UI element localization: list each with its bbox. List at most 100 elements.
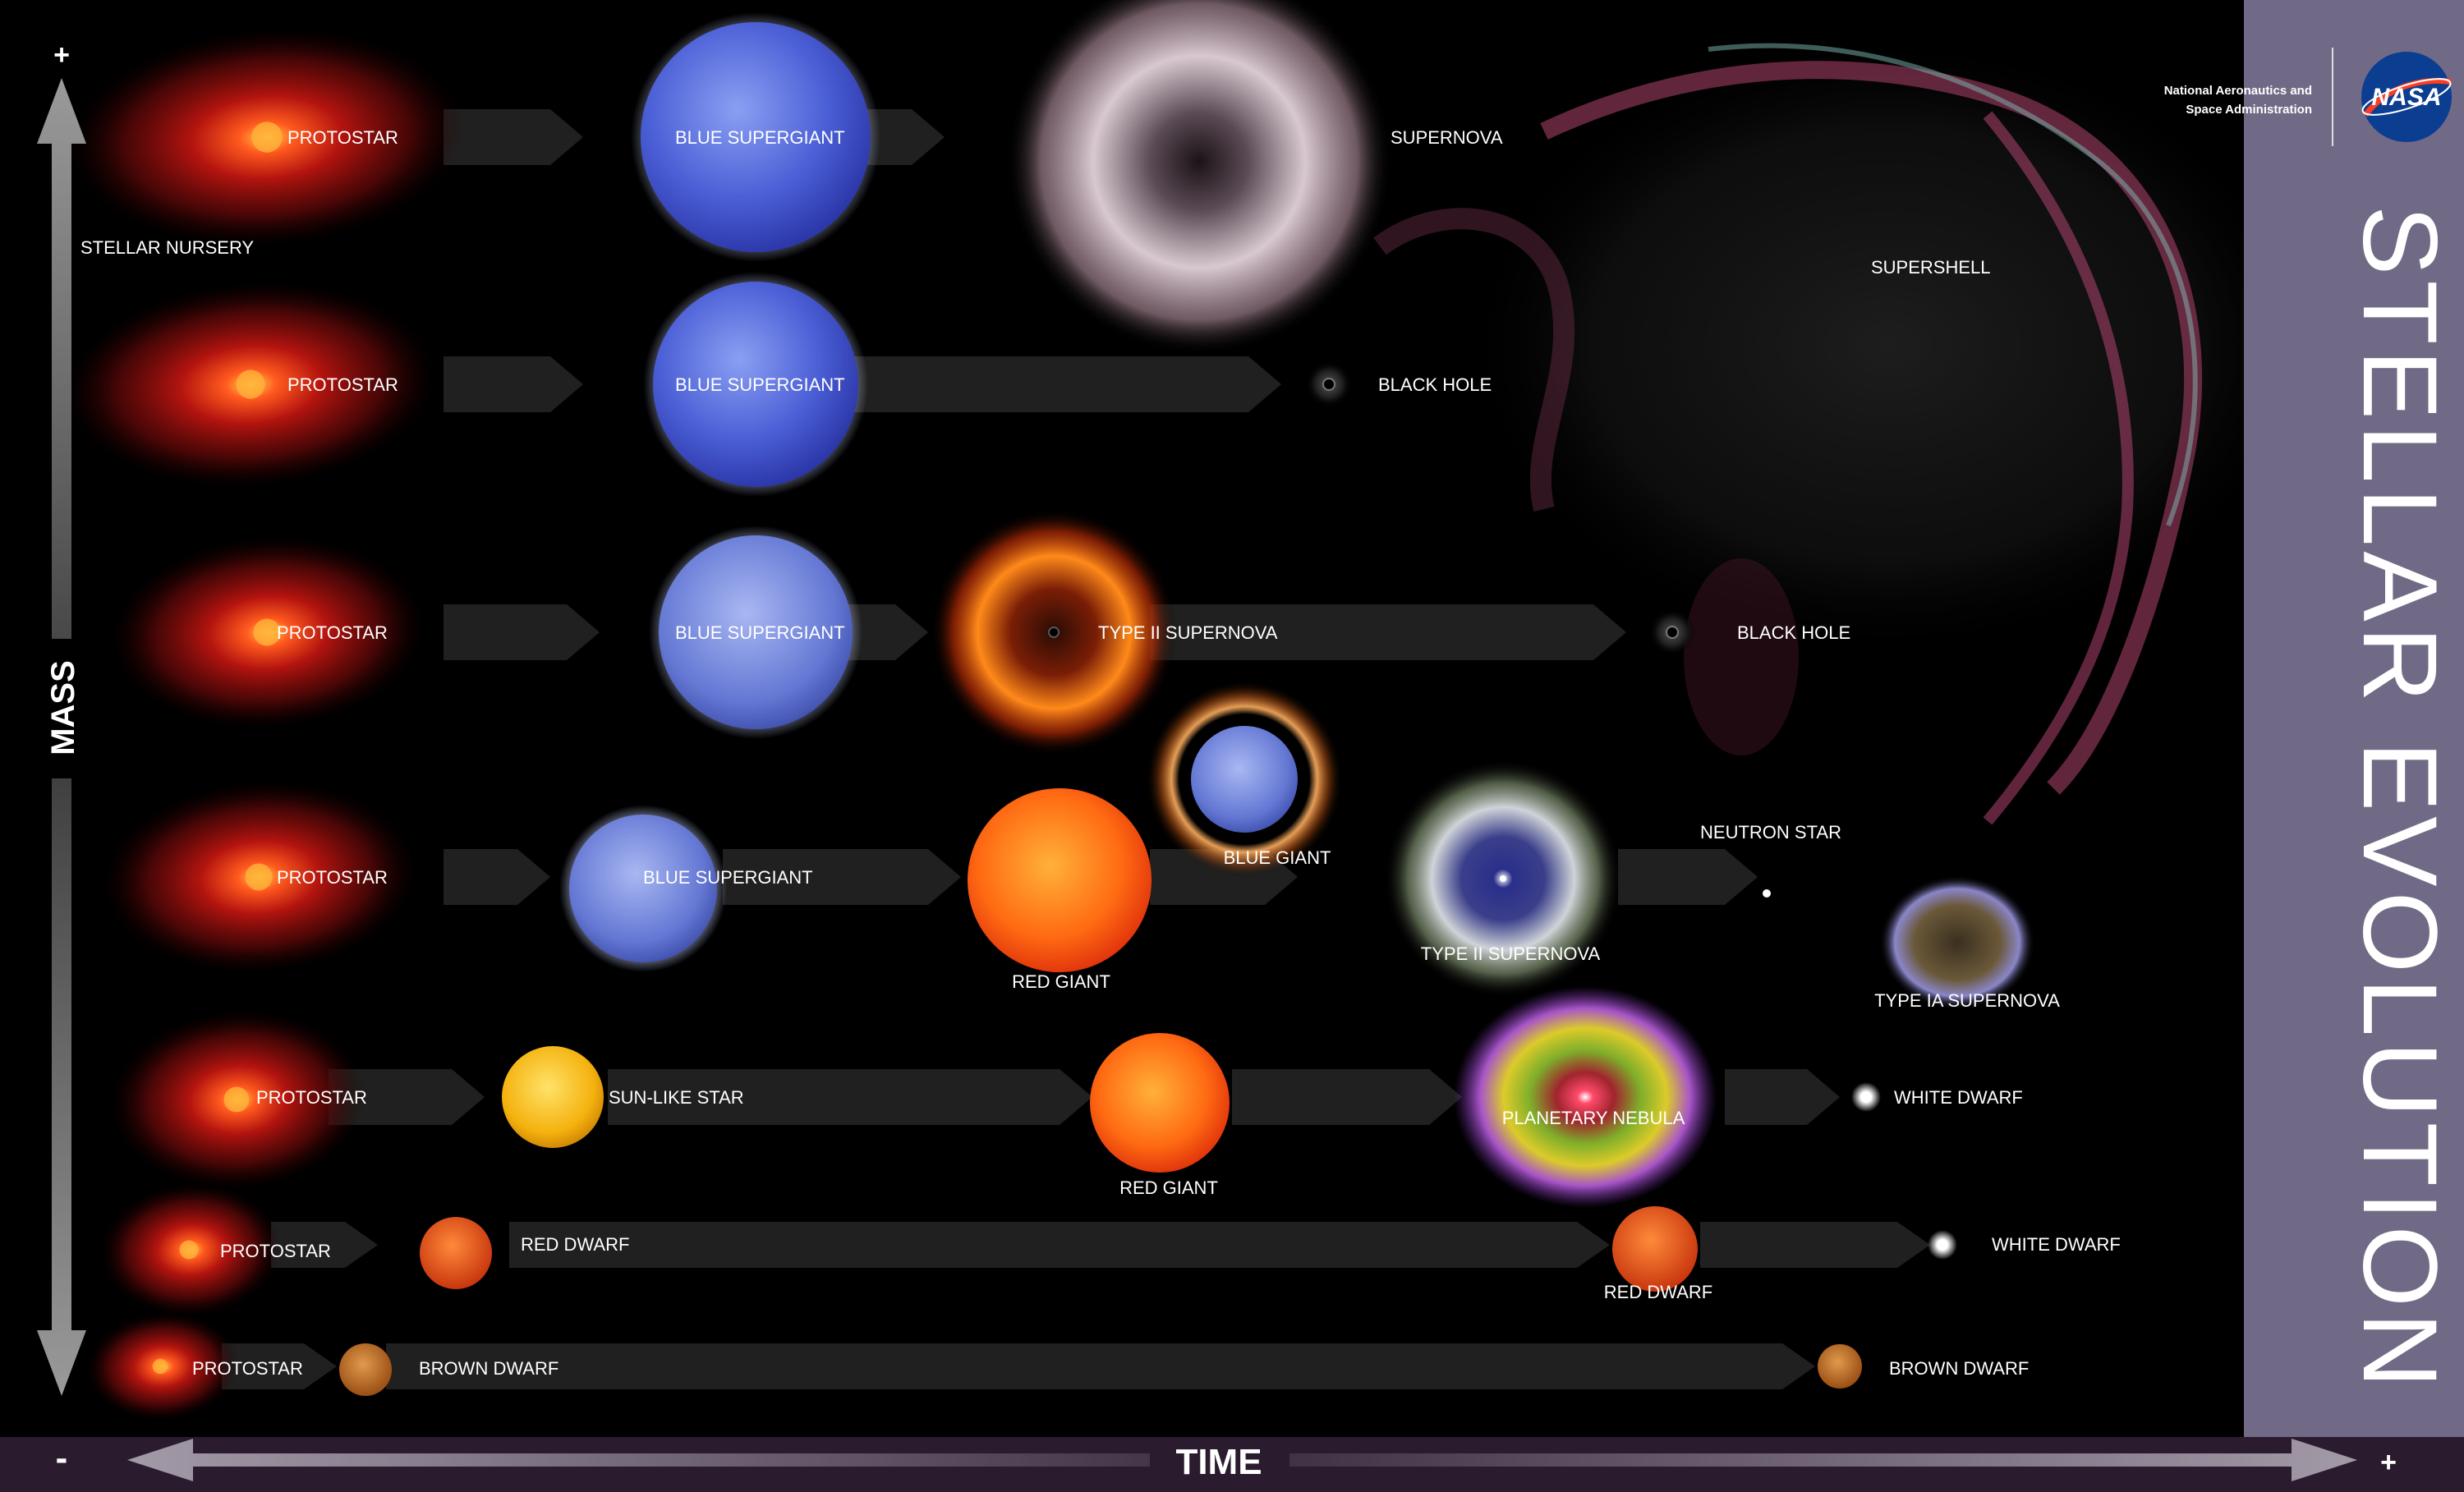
sidebar-panel: National Aeronautics and Space Administr…: [2164, 0, 2464, 1492]
white-dwarf-object: [1851, 1082, 1881, 1112]
blue-supergiant-object: [643, 272, 868, 497]
stage-label-planetary-nebula: PLANETARY NEBULA: [1502, 1108, 1685, 1128]
stage-label-red-giant: RED GIANT: [1119, 1178, 1218, 1198]
brown-dwarf-object: [1818, 1344, 1862, 1389]
evolution-arrow: [444, 356, 583, 412]
evolution-arrow: [444, 109, 583, 165]
evolution-arrow: [444, 849, 550, 905]
poster-title: STELLAR EVOLUTION: [2341, 205, 2458, 1393]
supershell-label: SUPERSHELL: [1871, 257, 1991, 278]
time-axis-plus: +: [2380, 1447, 2397, 1478]
mass-axis-plus: +: [53, 39, 70, 71]
black-hole-object: [1649, 609, 1695, 655]
stage-label-white-dwarf: WHITE DWARF: [1894, 1087, 2023, 1108]
type-ia-supernova-object: [1879, 875, 2035, 1010]
agency-name-line1: National Aeronautics and: [2164, 84, 2312, 98]
supershell-filament: [1373, 208, 1574, 512]
nasa-logo-text: NASA: [2371, 84, 2441, 111]
evolution-arrow: [444, 604, 600, 660]
evolution-arrow: [1150, 604, 1626, 660]
stage-label-black-hole: BLACK HOLE: [1737, 622, 1850, 643]
stage-label-type-ii-supernova: TYPE II SUPERNOVA: [1098, 622, 1278, 643]
supernova-object: [1006, 0, 1392, 355]
stage-label-blue-giant: BLUE GIANT: [1224, 847, 1331, 868]
blue-supergiant-object: [631, 12, 880, 262]
red-dwarf-object: [1612, 1206, 1698, 1292]
stage-label-protostar: PROTOSTAR: [277, 867, 388, 888]
blue-supergiant-object: [559, 805, 727, 972]
type-ii-supernova-object: [931, 509, 1177, 755]
neutron-star-object: [1763, 889, 1771, 897]
agency-name-line2: Space Administration: [2186, 103, 2312, 117]
evolution-arrow: [329, 1069, 485, 1125]
stage-label-protostar: PROTOSTAR: [220, 1241, 331, 1261]
stage-label-blue-supergiant: BLUE SUPERGIANT: [675, 374, 845, 395]
supershell-filament: [1708, 43, 2198, 527]
stage-label-blue-supergiant: BLUE SUPERGIANT: [675, 622, 845, 643]
planetary-nebula-object: [1454, 986, 1717, 1208]
black-hole-object: [1306, 361, 1352, 407]
nasa-logo-icon: NASA: [2361, 52, 2453, 142]
time-axis-label: TIME: [1175, 1442, 1262, 1482]
stage-label-blue-supergiant: BLUE SUPERGIANT: [675, 127, 845, 148]
supershell-clump: [1684, 558, 1799, 755]
axes: MASS + - TIME - +: [0, 39, 2464, 1492]
supershell-nebula: [1373, 33, 2316, 825]
stellar-nursery-label: STELLAR NURSERY: [80, 237, 254, 258]
mass-axis-label: MASS: [45, 660, 81, 755]
stage-label-brown-dwarf: BROWN DWARF: [419, 1358, 559, 1379]
stage-label-type-ia-supernova: TYPE IA SUPERNOVA: [1874, 990, 2060, 1011]
stellar-objects: [66, 0, 2035, 1421]
evolution-arrow: [821, 356, 1281, 412]
protostar-object: [100, 1183, 282, 1316]
stage-label-red-giant: RED GIANT: [1012, 971, 1110, 992]
evolution-arrow: [509, 1222, 1610, 1268]
stage-label-white-dwarf: WHITE DWARF: [1992, 1234, 2121, 1255]
stage-label-red-dwarf: RED DWARF: [1604, 1282, 1712, 1302]
protostar-object: [111, 1010, 365, 1189]
protostar-object: [103, 781, 416, 973]
red-giant-object: [968, 788, 1152, 972]
evolution-arrow: [386, 1343, 1815, 1389]
time-axis-minus: -: [56, 1438, 68, 1478]
supershell-filament: [1983, 111, 2134, 825]
brown-dwarf-object: [339, 1343, 392, 1396]
protostar-object: [112, 536, 424, 728]
supershell-cloud: [1462, 33, 2316, 657]
stage-label-neutron-star: NEUTRON STAR: [1700, 822, 1841, 842]
evolution-arrow: [1725, 1069, 1840, 1125]
blue-supergiant-object: [649, 526, 862, 739]
stage-label-protostar: PROTOSTAR: [192, 1358, 303, 1379]
stage-label-black-hole: BLACK HOLE: [1378, 374, 1492, 395]
stage-label-protostar: PROTOSTAR: [256, 1087, 367, 1108]
protostar-object: [66, 282, 436, 488]
mass-label-background: [41, 639, 82, 778]
stage-labels: PROTOSTAR BLUE SUPERGIANT SUPERNOVA PROTOST…: [80, 127, 2121, 1379]
red-giant-object: [1090, 1033, 1230, 1173]
evolution-arrows: [222, 109, 1930, 1389]
evolution-arrow: [1618, 849, 1758, 905]
red-dwarf-object: [420, 1217, 492, 1289]
white-dwarf-object: [1928, 1230, 1957, 1260]
stage-label-sun-like-star: SUN-LIKE STAR: [609, 1087, 744, 1108]
protostar-object: [70, 28, 464, 246]
stage-label-type-ii-supernova: TYPE II SUPERNOVA: [1421, 943, 1601, 964]
evolution-arrow: [271, 1222, 378, 1268]
sun-like-star-object: [502, 1046, 604, 1148]
blue-giant-object: [1146, 681, 1343, 878]
stage-label-protostar: PROTOSTAR: [277, 622, 388, 643]
type-ii-supernova-object: [1384, 760, 1622, 998]
protostar-object: [87, 1312, 239, 1421]
sidebar-background: [2244, 0, 2464, 1492]
evolution-arrow: [222, 1343, 337, 1389]
stage-label-supernova: SUPERNOVA: [1391, 127, 1503, 148]
stage-label-protostar: PROTOSTAR: [287, 374, 398, 395]
evolution-arrow: [1232, 1069, 1462, 1125]
evolution-arrow: [608, 1069, 1092, 1125]
stage-label-blue-supergiant: BLUE SUPERGIANT: [643, 867, 813, 888]
time-label-background: [1150, 1439, 1289, 1481]
evolution-arrow: [1700, 1222, 1930, 1268]
stage-label-brown-dwarf: BROWN DWARF: [1889, 1358, 2029, 1379]
stage-label-protostar: PROTOSTAR: [287, 127, 398, 148]
